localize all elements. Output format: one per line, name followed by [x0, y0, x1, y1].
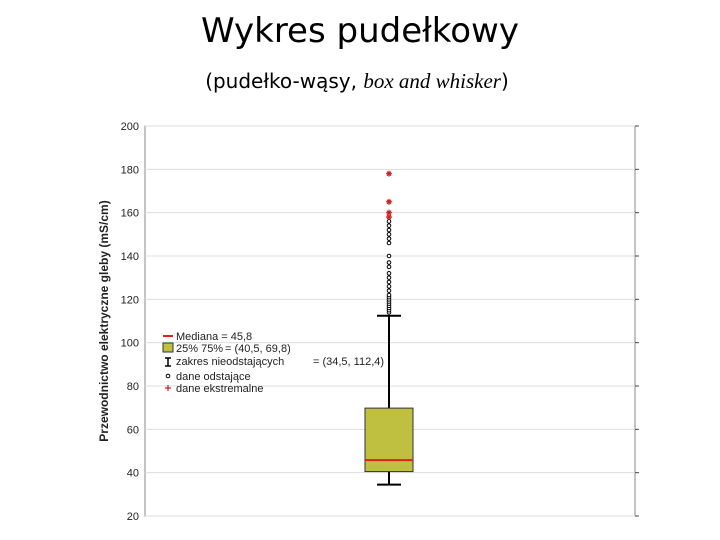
outlier — [386, 236, 392, 241]
legend-label: Mediana = 45,8 — [176, 331, 252, 343]
outlier — [386, 275, 392, 280]
y-axis-label: Przewodnictwo elektryczne gleby (mS/cm) — [97, 200, 111, 441]
outlier — [386, 232, 392, 237]
outlier — [386, 271, 392, 276]
extreme — [386, 198, 392, 205]
legend-range-symbol — [165, 357, 171, 367]
extreme — [386, 209, 392, 216]
subtitle-part: (pudełko-wąsy, — [205, 69, 363, 93]
extreme — [386, 170, 392, 177]
legend-outlier-symbol — [165, 373, 171, 379]
legend-label: 25% 75% — [176, 343, 223, 355]
y-tick-label: 160 — [121, 208, 139, 220]
y-tick-label: 140 — [121, 251, 139, 263]
box — [364, 407, 414, 473]
y-tick-label: 20 — [127, 511, 139, 523]
legend-label: dane odstające — [176, 371, 251, 383]
y-tick-label: 80 — [127, 381, 139, 393]
y-tick-label: 180 — [121, 164, 139, 176]
legend-label: zakres nieodstających — [176, 356, 284, 368]
outlier — [386, 253, 392, 259]
slide-subtitle: (pudełko-wąsy, box and whisker) — [205, 69, 509, 93]
y-tick-label: 100 — [121, 338, 139, 350]
outlier — [386, 292, 392, 298]
outlier — [386, 219, 392, 224]
outlier — [386, 284, 392, 289]
legend-label: = (40,5, 69,8) — [225, 343, 291, 355]
y-tick-label: 60 — [127, 424, 139, 436]
outlier — [386, 260, 392, 265]
legend-label: = (34,5, 112,4) — [313, 356, 384, 368]
legend-label: dane ekstremalne — [176, 383, 263, 395]
legend-extreme-symbol — [165, 385, 171, 391]
extreme — [386, 214, 392, 220]
outlier — [386, 288, 392, 293]
subtitle-italic: box and whisker — [363, 69, 501, 93]
legend-box-symbol — [162, 342, 174, 353]
subtitle-part: ) — [501, 69, 509, 93]
outlier — [386, 279, 392, 285]
outlier — [386, 227, 392, 233]
outlier — [386, 223, 392, 228]
slide-title: Wykres pudełkowy — [201, 11, 519, 51]
y-tick-label: 120 — [121, 294, 139, 306]
y-tick-label: 200 — [121, 121, 139, 133]
y-tick-label: 40 — [127, 468, 139, 480]
outlier — [386, 264, 392, 270]
outlier — [386, 240, 392, 246]
